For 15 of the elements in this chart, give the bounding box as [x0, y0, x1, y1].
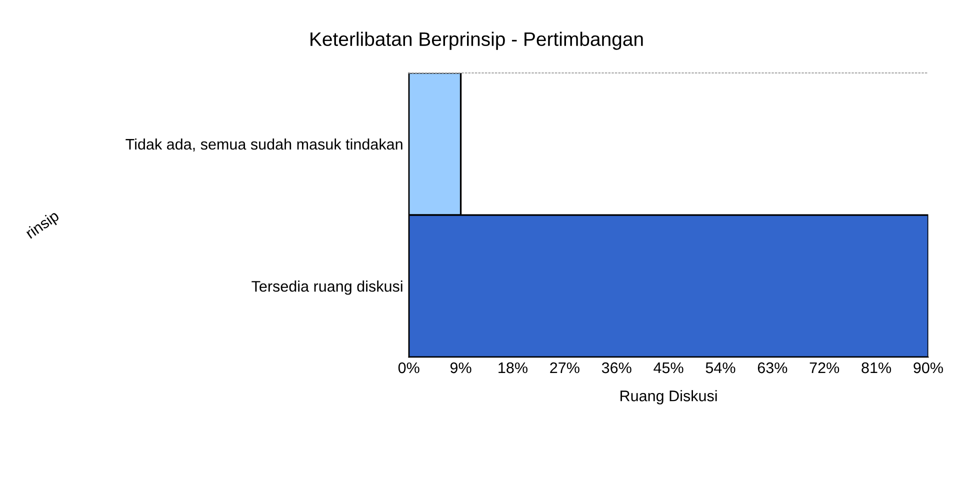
- x-axis-title: Ruang Diskusi: [620, 390, 717, 404]
- x-tick-label: 72%: [810, 362, 840, 374]
- x-tick-label: 45%: [654, 362, 684, 374]
- x-tick-label: 18%: [498, 362, 528, 374]
- x-tick-label: 0%: [398, 362, 420, 374]
- y-tick-label: Tidak ada, semua sudah masuk tindakan: [126, 138, 402, 152]
- x-tick-label: 81%: [862, 362, 892, 374]
- x-tick-label: 63%: [758, 362, 788, 374]
- chart-title: Keterlibatan Berprinsip - Pertimbangan: [310, 32, 643, 50]
- x-tick-label: 36%: [602, 362, 632, 374]
- x-tick-label: 54%: [706, 362, 736, 374]
- y-tick-label: Tersedia ruang diskusi: [252, 280, 402, 295]
- x-tick-label: 90%: [914, 362, 943, 374]
- x-tick-label: 27%: [550, 362, 580, 374]
- x-tick-label: 9%: [450, 362, 472, 374]
